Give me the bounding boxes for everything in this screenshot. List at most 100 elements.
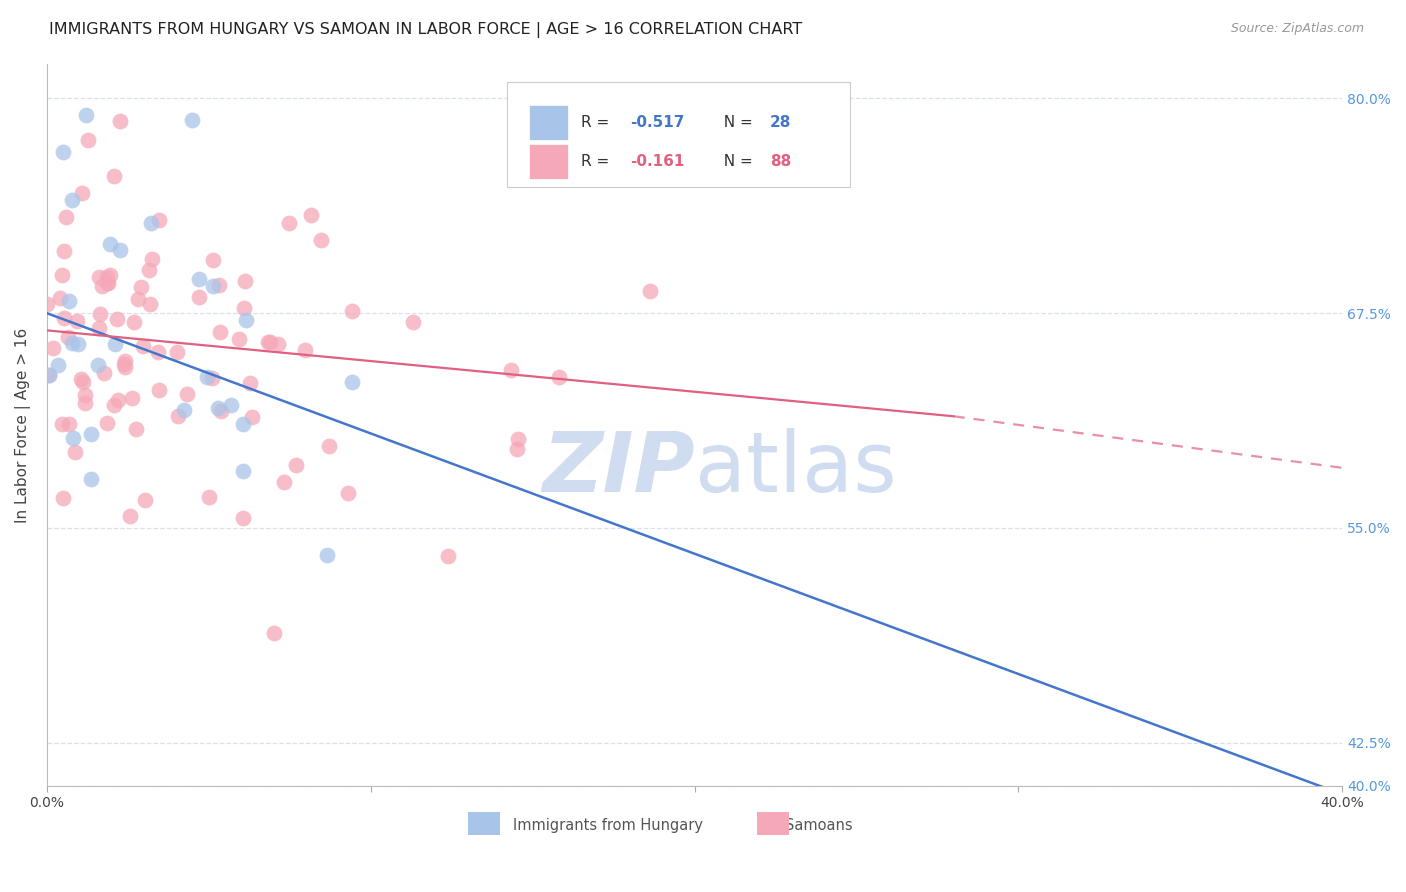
Point: [42, 341, 65, 355]
Point: [232, 301, 254, 315]
Point: [340, 304, 363, 318]
Point: [52, 491, 75, 505]
Point: [239, 376, 262, 391]
Point: [114, 360, 136, 375]
Point: [73, 388, 96, 402]
Point: [51, 268, 73, 282]
Point: [60, 336, 83, 351]
Point: [131, 280, 153, 294]
Point: [90, 279, 112, 293]
Point: [110, 113, 132, 128]
Point: [638, 285, 661, 299]
Point: [138, 263, 160, 277]
FancyBboxPatch shape: [756, 812, 789, 835]
Text: atlas: atlas: [695, 427, 897, 508]
Y-axis label: In Labor Force | Age > 16: In Labor Force | Age > 16: [15, 327, 31, 523]
FancyBboxPatch shape: [506, 82, 851, 186]
Point: [146, 344, 169, 359]
FancyBboxPatch shape: [529, 105, 568, 140]
Point: [337, 486, 360, 500]
Point: [62, 431, 84, 445]
Point: [228, 332, 250, 346]
Point: [75, 396, 97, 410]
Point: [56, 330, 79, 344]
Point: [103, 169, 125, 183]
Point: [148, 212, 170, 227]
Point: [125, 422, 148, 436]
Point: [51, 417, 73, 431]
Point: [198, 490, 221, 504]
Point: [309, 233, 332, 247]
Point: [273, 475, 295, 489]
Text: 28: 28: [769, 115, 792, 130]
Point: [141, 252, 163, 267]
Point: [70, 372, 93, 386]
Text: Samoans: Samoans: [786, 818, 853, 833]
Text: ZIP: ZIP: [541, 427, 695, 508]
Text: -0.517: -0.517: [630, 115, 685, 130]
Point: [118, 509, 141, 524]
Point: [138, 296, 160, 310]
Point: [107, 311, 129, 326]
Point: [46, 358, 69, 372]
Point: [63, 444, 86, 458]
Point: [107, 392, 129, 407]
Point: [93, 366, 115, 380]
Point: [195, 369, 218, 384]
Point: [233, 274, 256, 288]
Text: R =: R =: [581, 115, 614, 130]
Point: [89, 307, 111, 321]
Point: [201, 252, 224, 267]
Point: [167, 409, 190, 424]
Point: [112, 357, 135, 371]
Point: [96, 276, 118, 290]
Point: [127, 292, 149, 306]
Point: [148, 383, 170, 397]
Point: [181, 113, 204, 128]
Point: [232, 417, 254, 432]
Point: [89, 269, 111, 284]
Point: [58, 417, 80, 431]
Point: [52, 145, 75, 160]
Point: [201, 371, 224, 385]
Point: [58, 294, 80, 309]
Text: Immigrants from Hungary: Immigrants from Hungary: [513, 818, 703, 833]
Text: N =: N =: [714, 115, 758, 130]
Point: [219, 398, 242, 412]
Point: [294, 343, 316, 357]
Point: [75, 108, 97, 122]
Point: [299, 209, 322, 223]
Point: [232, 510, 254, 524]
Point: [401, 315, 423, 329]
FancyBboxPatch shape: [468, 812, 501, 835]
Point: [134, 493, 156, 508]
Point: [80, 472, 103, 486]
Point: [506, 442, 529, 456]
Point: [132, 339, 155, 353]
Point: [267, 337, 290, 351]
Point: [209, 403, 232, 417]
Point: [53, 244, 76, 258]
Point: [208, 325, 231, 339]
Point: [38, 368, 60, 382]
Point: [60, 193, 83, 207]
Point: [48, 291, 70, 305]
Point: [97, 276, 120, 290]
Point: [340, 375, 363, 389]
Point: [103, 398, 125, 412]
Text: 88: 88: [769, 154, 792, 169]
Point: [110, 243, 132, 257]
Point: [187, 290, 209, 304]
Point: [166, 345, 188, 359]
Point: [66, 314, 89, 328]
Point: [121, 391, 143, 405]
Point: [55, 210, 77, 224]
Point: [87, 321, 110, 335]
Point: [207, 401, 229, 415]
Point: [235, 313, 257, 327]
Point: [96, 417, 118, 431]
Text: N =: N =: [714, 154, 758, 169]
Point: [72, 186, 94, 201]
Point: [318, 439, 340, 453]
Point: [547, 370, 569, 384]
